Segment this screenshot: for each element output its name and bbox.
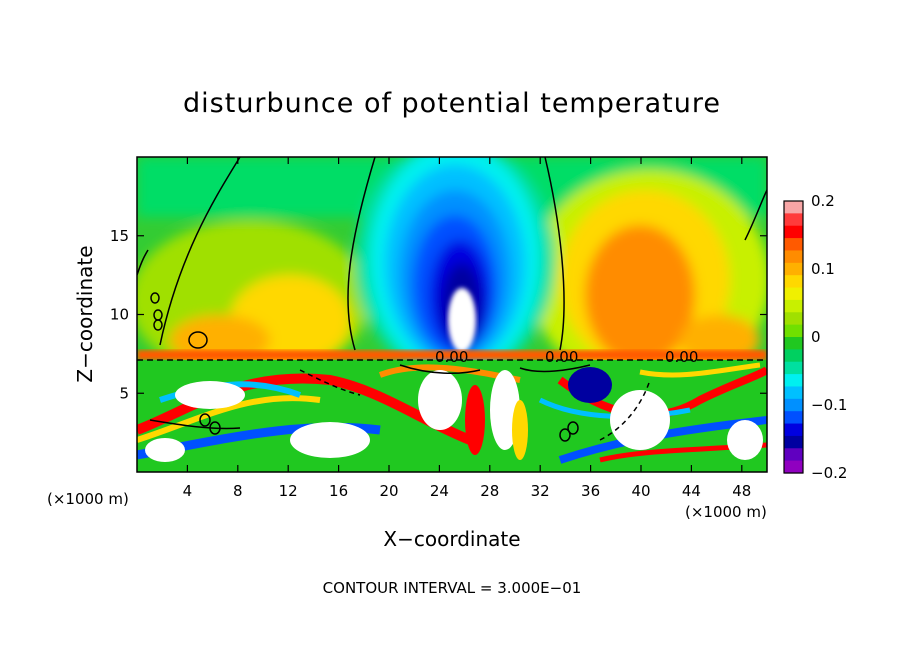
- colorbar-swatch: [784, 287, 803, 301]
- x-axis: 4 8 12 16 20 24 28 32 36 40 44 48: [183, 157, 751, 500]
- x-tick-label: 24: [430, 482, 449, 500]
- colorbar-tick-label: −0.2: [811, 464, 847, 482]
- plot-area: 0.00 0.00 0.00: [137, 157, 767, 472]
- colorbar-swatch: [784, 435, 803, 449]
- colorbar-swatch: [784, 423, 803, 437]
- x-tick-label: 48: [732, 482, 751, 500]
- x-tick-label: 28: [480, 482, 499, 500]
- colorbar-frame: [783, 200, 804, 474]
- colorbar-swatch: [784, 386, 803, 400]
- contour-labels: 0.00 0.00 0.00: [435, 348, 698, 366]
- colorbar-swatch: [784, 349, 803, 363]
- x-tick-label: 40: [631, 482, 650, 500]
- y-tick-label: 10: [110, 306, 129, 324]
- x-unit-right: (×1000 m): [685, 503, 767, 521]
- colorbar-tick-label: 0: [811, 328, 821, 346]
- colorbar-swatch: [784, 201, 803, 214]
- x-tick-label: 44: [682, 482, 701, 500]
- x-tick-label: 8: [233, 482, 243, 500]
- colorbar-tick-label: −0.1: [811, 396, 847, 414]
- white-plume: [448, 288, 476, 352]
- turbulent-streaks: [137, 362, 767, 464]
- contour-label: 0.00: [665, 348, 698, 366]
- x-axis-label: X−coordinate: [383, 527, 520, 551]
- colorbar-swatch: [784, 225, 803, 239]
- colorbar-swatch: [784, 213, 803, 227]
- x-tick-label: 32: [531, 482, 550, 500]
- contour-lines: [137, 157, 767, 442]
- colorbar-swatch: [784, 460, 803, 474]
- colorbar: [784, 201, 803, 474]
- colorbar-swatch: [784, 374, 803, 388]
- colorbar-swatch: [784, 337, 803, 350]
- inversion-layer: [137, 350, 767, 360]
- x-unit-left: (×1000 m): [47, 490, 129, 508]
- colorbar-swatch: [784, 275, 803, 289]
- x-tick-label: 16: [329, 482, 348, 500]
- colorbar-ticks: 0.2 0.1 0 −0.1 −0.2: [811, 192, 847, 482]
- y-tick-label: 15: [110, 227, 129, 245]
- y-axis-label: Z−coordinate: [73, 245, 97, 382]
- colorbar-tick-label: 0.1: [811, 260, 835, 278]
- contour-label: 0.00: [435, 348, 468, 366]
- colorbar-swatch: [784, 250, 803, 264]
- colorbar-swatch: [784, 299, 803, 313]
- x-tick-label: 4: [183, 482, 193, 500]
- y-tick-label: 5: [119, 384, 129, 402]
- y-axis: 5 10 15: [110, 227, 767, 402]
- x-tick-label: 12: [279, 482, 298, 500]
- colorbar-swatch: [784, 262, 803, 276]
- upper-field: [137, 157, 767, 390]
- x-tick-label: 20: [379, 482, 398, 500]
- chart-title: disturbunce of potential temperature: [183, 88, 721, 119]
- colorbar-tick-label: 0.2: [811, 192, 835, 210]
- contour-label: 0.00: [545, 348, 578, 366]
- colorbar-swatch: [784, 238, 803, 252]
- colorbar-swatch: [784, 411, 803, 425]
- colorbar-swatch: [784, 324, 803, 338]
- colorbar-swatch: [784, 361, 803, 375]
- colorbar-swatch: [784, 312, 803, 326]
- x-tick-label: 36: [581, 482, 600, 500]
- colorbar-swatch: [784, 448, 803, 462]
- contour-interval-note: CONTOUR INTERVAL = 3.000E−01: [323, 579, 582, 597]
- colorbar-swatch: [784, 398, 803, 412]
